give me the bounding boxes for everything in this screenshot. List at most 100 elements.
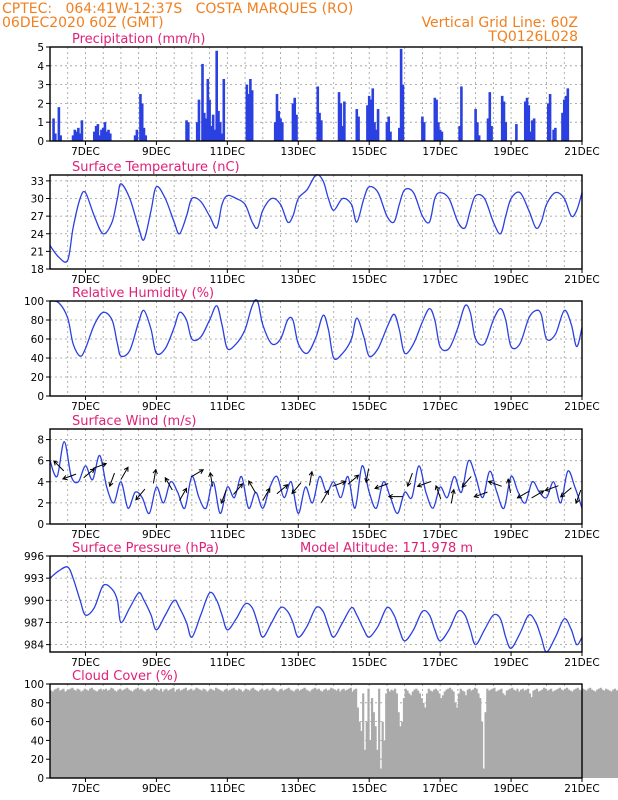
cloud-cover-bar bbox=[603, 690, 606, 778]
precipitation-bar bbox=[561, 112, 564, 141]
precipitation-bar bbox=[341, 125, 344, 141]
cloud-cover-bar bbox=[287, 687, 290, 778]
cloud-cover-bar bbox=[589, 687, 592, 778]
precipitation-bar bbox=[59, 135, 62, 141]
cloud-cover-bar bbox=[379, 768, 383, 778]
surface-pressure-xtick-label: 11DEC bbox=[210, 657, 245, 669]
precipitation-bar bbox=[564, 95, 568, 141]
precipitation-bar bbox=[103, 122, 107, 141]
wind-arrow bbox=[108, 472, 115, 488]
cloud-cover-bar bbox=[218, 689, 221, 778]
precipitation-bar bbox=[440, 131, 444, 141]
wind-arrow bbox=[220, 489, 227, 505]
surface-temperature-xtick-label: 7DEC bbox=[71, 274, 100, 286]
cloud-cover-xtick-label: 9DEC bbox=[142, 783, 171, 795]
cloud-cover-bar bbox=[390, 689, 393, 778]
surface-pressure-ytick-label: 990 bbox=[24, 595, 44, 607]
precipitation-bar bbox=[78, 133, 82, 141]
cloud-cover-bar bbox=[213, 690, 216, 778]
precipitation-bar bbox=[201, 63, 204, 141]
surface-wind-ytick-label: 8 bbox=[37, 435, 44, 447]
cloud-cover-bar bbox=[108, 689, 111, 778]
precipitation-bar bbox=[357, 116, 360, 141]
precipitation-bar bbox=[202, 112, 206, 141]
precipitation-bar bbox=[293, 97, 297, 141]
precipitation-title: Precipitation (mm/h) bbox=[72, 32, 205, 47]
cloud-cover-bar bbox=[207, 690, 210, 778]
cloud-cover-bar bbox=[190, 688, 193, 778]
cloud-cover-bar bbox=[60, 689, 63, 778]
wind-arrow bbox=[179, 487, 188, 501]
cloud-cover-bar bbox=[177, 688, 180, 778]
wind-arrow bbox=[531, 490, 545, 499]
surface-temperature-xtick-label: 13DEC bbox=[281, 274, 316, 286]
cloud-cover-bar bbox=[319, 690, 322, 778]
cloud-cover-bar bbox=[363, 749, 367, 778]
surface-pressure-xtick-label: 19DEC bbox=[493, 657, 528, 669]
precipitation-xtick-label: 15DEC bbox=[351, 146, 386, 158]
surface-wind-xtick-label: 15DEC bbox=[351, 529, 386, 541]
precipitation-bar bbox=[144, 135, 148, 141]
surface-wind-xtick-label: 7DEC bbox=[71, 529, 100, 541]
precipitation-bar bbox=[96, 124, 100, 141]
surface-temperature-ytick-label: 21 bbox=[31, 246, 44, 258]
surface-pressure-xtick-label: 21DEC bbox=[564, 657, 599, 669]
precipitation-xtick-label: 9DEC bbox=[142, 146, 171, 158]
cloud-cover-bar bbox=[475, 688, 478, 778]
cloud-cover-bar bbox=[594, 691, 597, 778]
precipitation-bar bbox=[460, 86, 463, 141]
cloud-cover-bar bbox=[257, 691, 260, 778]
surface-temperature-xtick-label: 17DEC bbox=[422, 274, 457, 286]
wind-arrow bbox=[473, 491, 488, 498]
cloud-cover-bar bbox=[525, 689, 528, 778]
precipitation-ytick-label: 1 bbox=[37, 117, 44, 129]
surface-pressure-annotation: Model Altitude: 171.978 m bbox=[300, 541, 473, 556]
surface-wind-ytick-label: 6 bbox=[37, 456, 44, 468]
cloud-cover-bar bbox=[542, 687, 546, 778]
cloud-cover-bar bbox=[597, 688, 601, 778]
precipitation-xtick-label: 11DEC bbox=[210, 146, 245, 158]
precipitation-bar bbox=[250, 90, 254, 141]
cloud-cover-bar bbox=[333, 689, 336, 778]
cloud-cover-bar bbox=[413, 689, 416, 778]
cloud-cover-bar bbox=[158, 690, 161, 778]
cloud-cover-bar bbox=[399, 726, 402, 778]
cloud-cover-ytick-label: 0 bbox=[37, 773, 44, 785]
relative-humidity-ytick-label: 80 bbox=[31, 315, 44, 327]
cloud-cover-bar bbox=[496, 690, 500, 778]
precipitation-bar bbox=[52, 118, 55, 141]
precipitation-bar bbox=[94, 125, 98, 141]
cloud-cover-bar bbox=[101, 690, 104, 778]
cloud-cover-bar bbox=[50, 690, 53, 778]
cloud-cover-bar bbox=[115, 691, 118, 778]
cloud-cover-bar bbox=[365, 721, 368, 778]
cloud-cover-bar bbox=[197, 688, 200, 778]
precipitation-bar bbox=[247, 94, 250, 141]
precipitation-xtick-label: 17DEC bbox=[422, 146, 457, 158]
precipitation-bar bbox=[107, 129, 110, 141]
cloud-cover-bar bbox=[131, 691, 134, 778]
relative-humidity-xtick-label: 9DEC bbox=[142, 401, 171, 413]
cloud-cover-bar bbox=[275, 690, 278, 778]
wind-arrow bbox=[574, 489, 582, 505]
cloud-cover-bar bbox=[583, 689, 586, 778]
cloud-cover-bar bbox=[135, 688, 138, 778]
precipitation-bar bbox=[422, 122, 426, 141]
cloud-cover-bar bbox=[434, 688, 437, 778]
cloud-cover-bar bbox=[590, 689, 594, 778]
cloud-cover-bar bbox=[449, 687, 452, 778]
cloud-cover-bar bbox=[159, 688, 163, 778]
cloud-cover-bar bbox=[103, 689, 106, 778]
cloud-cover-bar bbox=[193, 689, 196, 778]
cloud-cover-bar bbox=[411, 691, 414, 778]
cloud-cover-bar bbox=[129, 690, 132, 778]
cloud-cover-bar bbox=[438, 693, 441, 778]
cloud-cover-bar bbox=[582, 688, 585, 778]
wind-arrow bbox=[450, 488, 456, 504]
cloud-cover-bar bbox=[351, 691, 354, 778]
cloud-cover-bar bbox=[535, 688, 539, 778]
cloud-cover-bar bbox=[511, 687, 514, 778]
wind-arrow bbox=[61, 473, 77, 481]
cloud-cover-bar bbox=[482, 768, 485, 778]
cloud-cover-bar bbox=[317, 688, 320, 778]
